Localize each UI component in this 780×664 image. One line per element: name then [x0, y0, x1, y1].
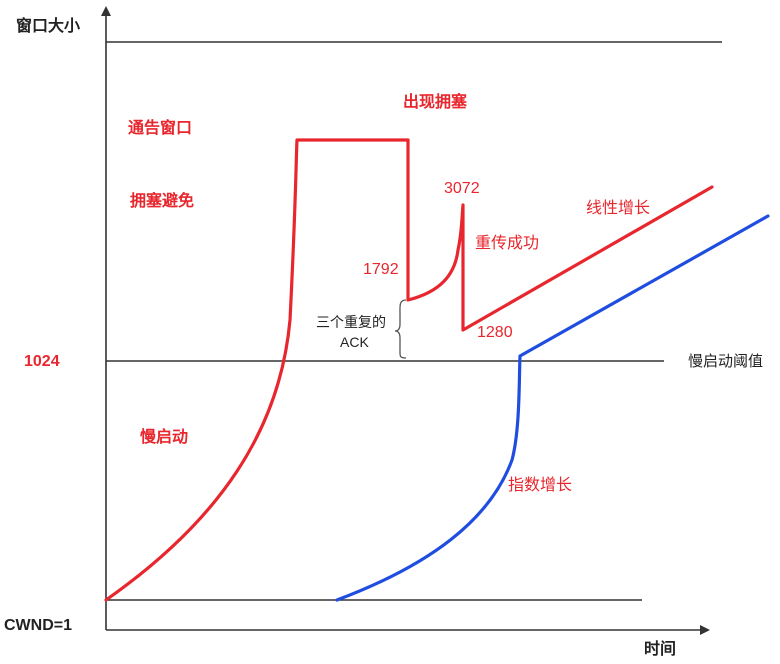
threshold-label: 慢启动阈值 [688, 353, 763, 370]
dup-ack-brace [394, 299, 407, 359]
congestion-occurs-label: 出现拥塞 [403, 92, 468, 111]
origin-label: CWND=1 [4, 617, 72, 634]
red-cwnd-curve [104, 138, 714, 602]
value-3072-label: 3072 [444, 180, 480, 197]
y-axis-title: 窗口大小 [16, 16, 80, 35]
dup-ack-line1: 三个重复的 [316, 314, 386, 330]
linear-growth-label: 线性增长 [586, 199, 650, 217]
advertised-window-label: 通告窗口 [128, 118, 192, 137]
slow-start-label: 慢启动 [140, 427, 188, 446]
exponential-growth-label: 指数增长 [508, 476, 572, 494]
blue-cwnd-curve [335, 214, 770, 602]
x-axis-title: 时间 [644, 639, 676, 658]
retransmit-success-label: 重传成功 [475, 234, 539, 252]
value-1280-label: 1280 [477, 324, 513, 341]
threshold-value: 1024 [24, 353, 60, 370]
congestion-avoidance-label: 拥塞避免 [130, 191, 194, 210]
dup-ack-line2: ACK [340, 334, 369, 350]
value-1792-label: 1792 [363, 261, 399, 278]
